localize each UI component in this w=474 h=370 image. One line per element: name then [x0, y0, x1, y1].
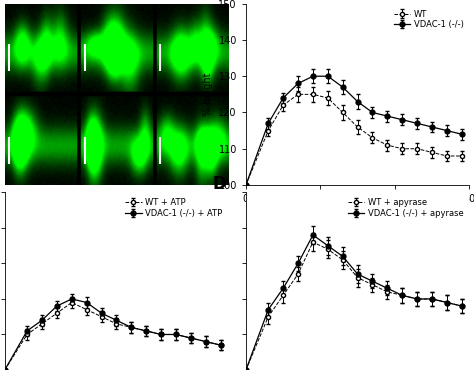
Y-axis label: % height: % height [203, 73, 213, 116]
Legend: WT + ATP, VDAC-1 (-/-) + ATP: WT + ATP, VDAC-1 (-/-) + ATP [123, 196, 224, 219]
Text: B: B [201, 0, 214, 4]
Text: D: D [212, 175, 226, 193]
X-axis label: time (seconds): time (seconds) [321, 209, 394, 219]
Legend: WT + apyrase, VDAC-1 (-/-) + apyrase: WT + apyrase, VDAC-1 (-/-) + apyrase [346, 196, 465, 219]
Legend: WT, VDAC-1 (-/-): WT, VDAC-1 (-/-) [392, 8, 465, 31]
